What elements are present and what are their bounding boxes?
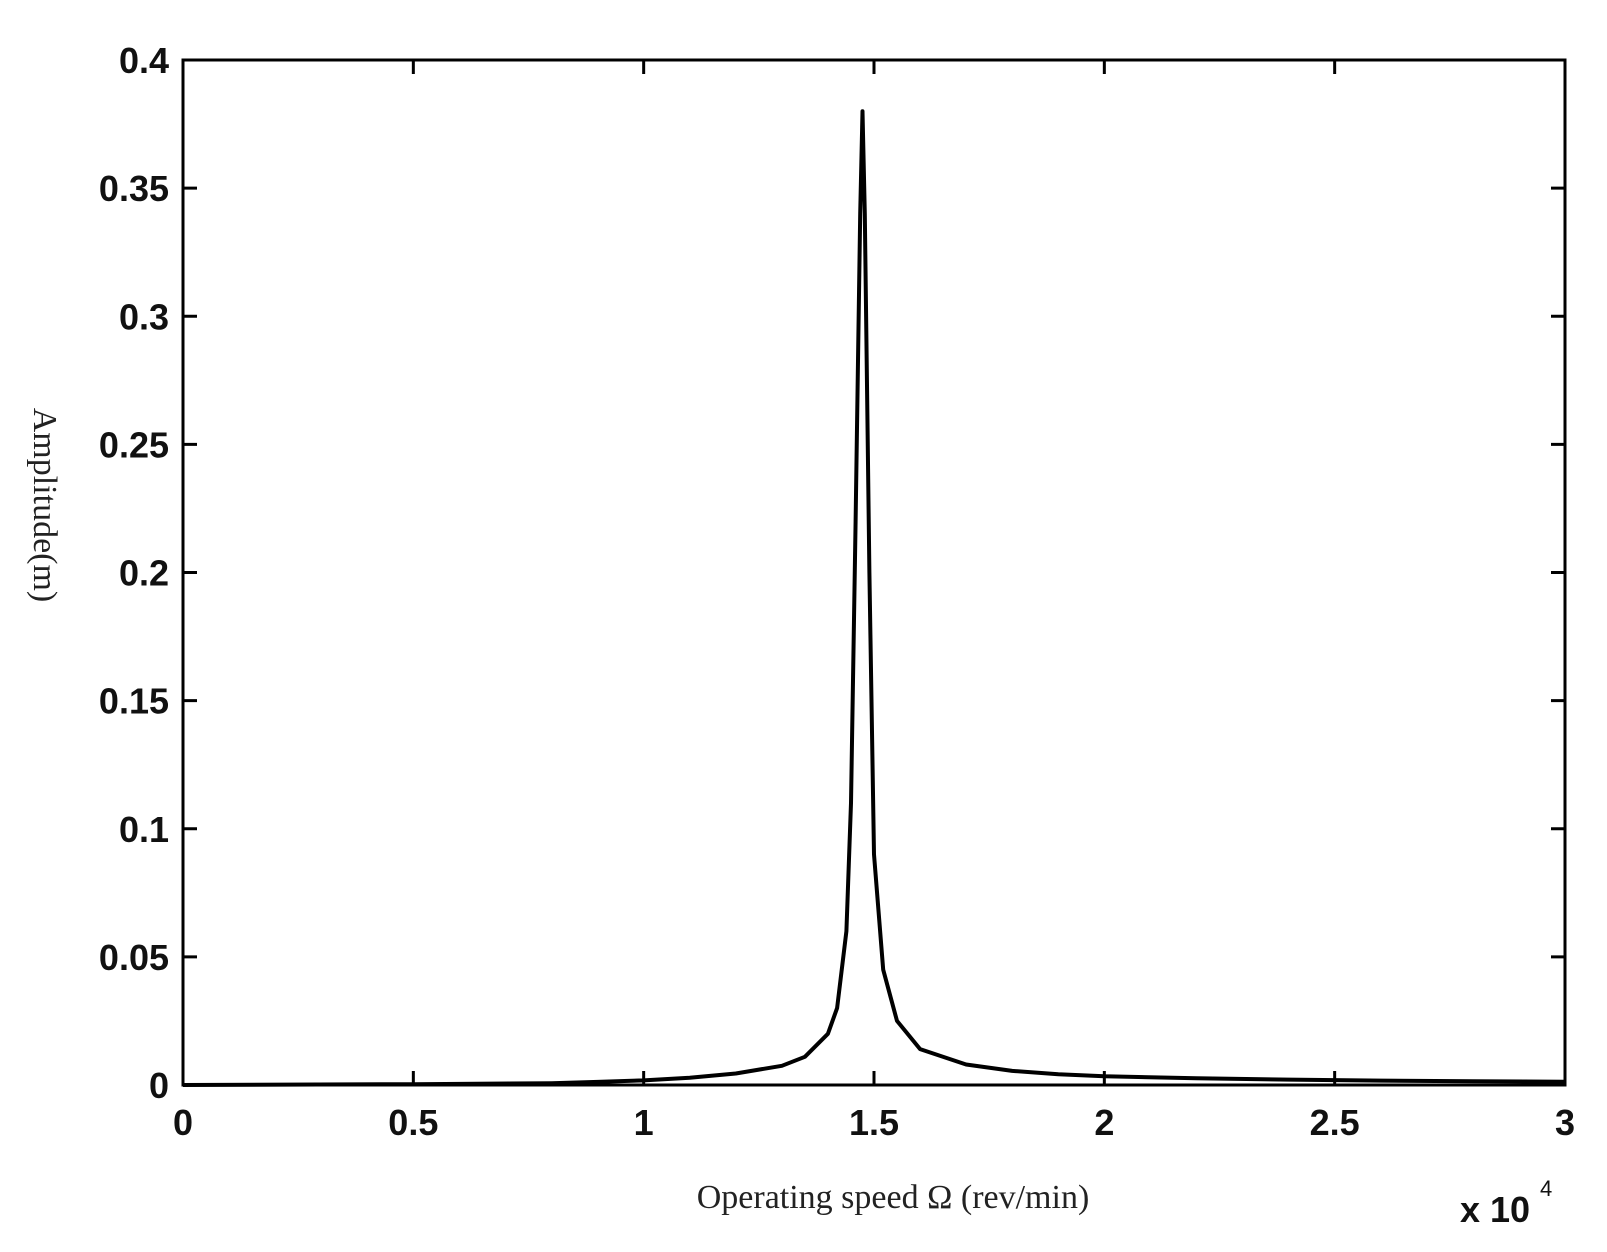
y-tick-label: 0.1: [119, 809, 169, 850]
y-tick-label: 0.25: [99, 424, 169, 465]
y-tick-label: 0.4: [119, 40, 169, 81]
x-tick-label: 2: [1094, 1102, 1114, 1143]
y-tick-label: 0.15: [99, 681, 169, 722]
y-tick-label: 0.05: [99, 937, 169, 978]
series-layer: [182, 109, 1566, 1087]
axis-tick-labels: 0 0.5 1 1.5 2 2.5 3 0 0.05 0.1 0.15 0.2 0.25 0.3 0.35 0…: [99, 40, 1575, 1143]
y-axis-label: Amplitude(m): [26, 408, 63, 603]
axis-ticks: [181, 58, 1567, 1087]
x-tick-label: 0: [173, 1102, 193, 1143]
y-tick-label: 0.35: [99, 168, 169, 209]
x-axis-label: Operating speed Ω (rev/min): [697, 1179, 1090, 1216]
x-axis-multiplier: x 10: [1460, 1189, 1530, 1230]
x-tick-label: 1: [634, 1102, 654, 1143]
x-tick-label: 2.5: [1310, 1102, 1360, 1143]
x-tick-label: 0.5: [388, 1102, 438, 1143]
x-tick-label: 1.5: [849, 1102, 899, 1143]
plot-frame: [181, 58, 1567, 1087]
y-tick-label: 0.2: [119, 553, 169, 594]
x-axis-multiplier-exponent: 4: [1540, 1176, 1552, 1201]
x-tick-label: 3: [1555, 1102, 1575, 1143]
y-tick-label: 0.3: [119, 296, 169, 337]
series-line: [182, 109, 1566, 1087]
y-tick-label: 0: [149, 1065, 169, 1106]
